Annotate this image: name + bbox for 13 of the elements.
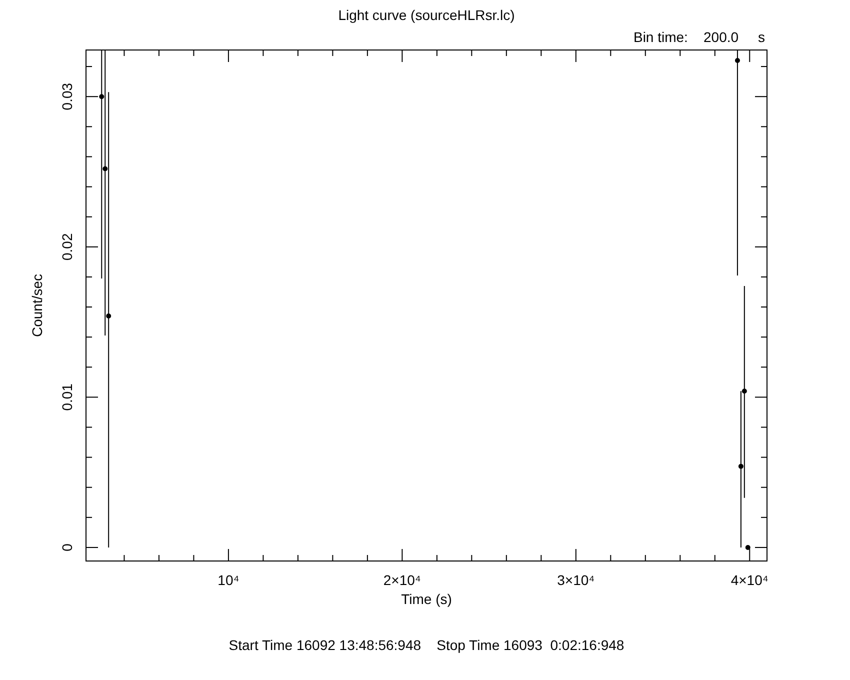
y-tick-label: 0.03 [59, 82, 75, 110]
text: Start Time 16092 13:48:56:948 Stop Time 16093 0:02:16:948 [228, 637, 624, 653]
x-axis-title: Time (s) [401, 591, 452, 607]
x-tick-label: 10⁴ [218, 572, 240, 588]
y-axis-title: Count/sec [29, 274, 45, 338]
y-tick-label: 0.02 [59, 233, 75, 261]
y-tick-label: 0.01 [59, 383, 75, 411]
x-tick-label: 3×10⁴ [557, 572, 595, 588]
y-tick-label: 0 [59, 543, 75, 552]
chart-title: Light curve (sourceHLRsr.lc) [338, 7, 515, 23]
text: Bin time: 200.0 s [633, 29, 765, 45]
x-tick-label: 4×10⁴ [730, 572, 768, 588]
x-tick-label: 2×10⁴ [383, 572, 421, 588]
